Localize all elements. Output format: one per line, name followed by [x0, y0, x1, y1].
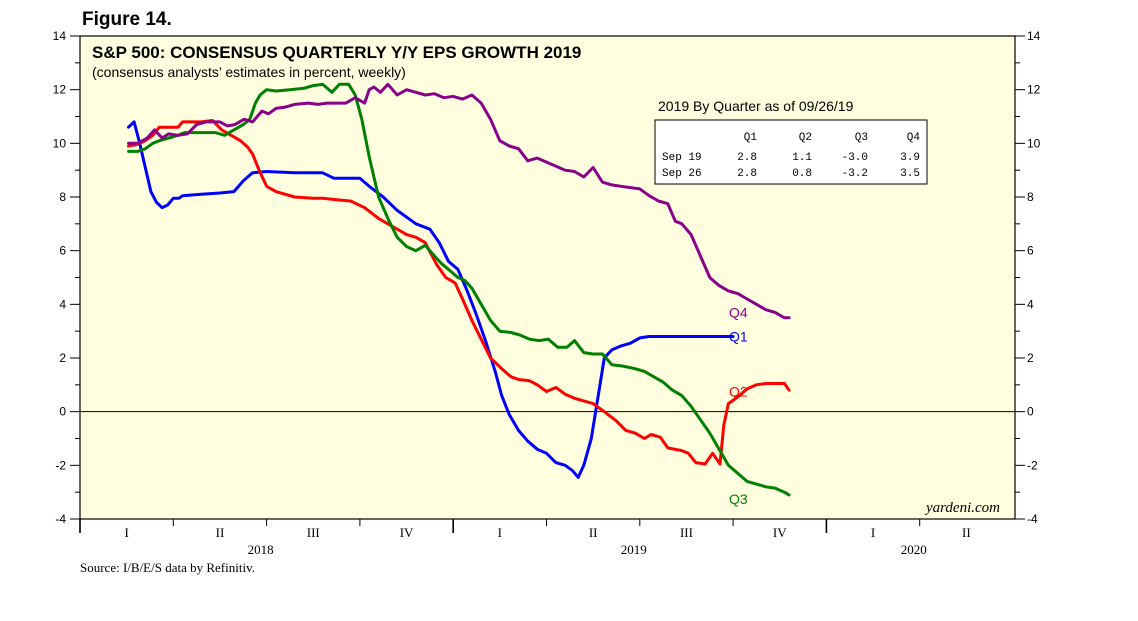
series-line-q4	[127, 82, 791, 320]
table-header-q3: Q3	[855, 132, 868, 144]
series-end-label-q4: Q4	[729, 304, 748, 320]
chart-subtitle: (consensus analysts’ estimates in percen…	[92, 64, 406, 80]
series-end-label-q3: Q3	[729, 491, 748, 507]
y-tick-label-left: -2	[55, 458, 66, 472]
chart-title: S&P 500: CONSENSUS QUARTERLY Y/Y EPS GRO…	[92, 43, 581, 62]
y-tick-label-left: 6	[59, 244, 66, 258]
y-tick-label-right: 6	[1027, 244, 1034, 258]
table-cell: 2.8	[737, 168, 757, 180]
y-tick-label-left: 14	[53, 29, 67, 43]
y-tick-label-left: 2	[59, 351, 66, 365]
y-tick-label-left: 4	[59, 297, 66, 311]
y-tick-label-left: 0	[59, 405, 66, 419]
series-line-q1	[127, 120, 735, 479]
y-tick-label-right: 12	[1027, 83, 1041, 97]
x-year-label: 2020	[901, 542, 927, 557]
x-quarter-label: II	[962, 525, 971, 540]
y-tick-label-right: 0	[1027, 405, 1034, 419]
x-quarter-label: III	[307, 525, 320, 540]
series-end-label-q1: Q1	[729, 329, 748, 345]
table-cell: 1.1	[792, 152, 812, 164]
plot-area: S&P 500: CONSENSUS QUARTERLY Y/Y EPS GRO…	[53, 29, 1041, 557]
table-cell: 3.5	[900, 168, 920, 180]
x-quarter-label: III	[680, 525, 693, 540]
x-quarter-label: II	[589, 525, 598, 540]
table-cell: Sep 26	[662, 168, 702, 180]
series-line-q2	[127, 119, 791, 466]
series-end-label-q2: Q2	[729, 384, 748, 400]
y-tick-label-right: -2	[1027, 458, 1038, 472]
y-tick-label-right: 14	[1027, 29, 1041, 43]
table-cell: -3.0	[842, 152, 868, 164]
x-quarter-label: I	[498, 525, 502, 540]
x-year-label: 2018	[248, 542, 274, 557]
table-header-q1: Q1	[744, 132, 758, 144]
source-note: Source: I/B/E/S data by Refinitiv.	[80, 560, 255, 575]
table-cell: 2.8	[737, 152, 757, 164]
x-quarter-label: I	[871, 525, 875, 540]
y-tick-label-left: 8	[59, 190, 66, 204]
figure-label: Figure 14.	[82, 9, 172, 30]
x-year-label: 2019	[621, 542, 647, 557]
y-tick-label-right: -4	[1027, 512, 1038, 526]
table-cell: Sep 19	[662, 152, 702, 164]
table-title: 2019 By Quarter as of 09/26/19	[658, 98, 854, 114]
y-tick-label-left: 10	[53, 136, 67, 150]
watermark: yardeni.com	[924, 500, 1000, 516]
x-quarter-label: I	[124, 525, 128, 540]
series-line-q3	[127, 82, 791, 497]
x-quarter-label: IV	[773, 525, 787, 540]
y-tick-label-right: 8	[1027, 190, 1034, 204]
y-tick-label-left: -4	[55, 512, 66, 526]
table-header-q4: Q4	[907, 132, 921, 144]
y-tick-label-right: 4	[1027, 297, 1034, 311]
x-quarter-label: IV	[400, 525, 414, 540]
table-cell: 3.9	[900, 152, 920, 164]
table-cell: 0.8	[792, 168, 812, 180]
plot-background	[79, 35, 1016, 520]
table-header-q2: Q2	[799, 132, 812, 144]
y-tick-label-right: 2	[1027, 351, 1034, 365]
x-quarter-label: II	[216, 525, 225, 540]
table-cell: -3.2	[842, 168, 868, 180]
y-tick-label-left: 12	[53, 83, 67, 97]
y-tick-label-right: 10	[1027, 136, 1041, 150]
data-table-box	[654, 119, 928, 185]
